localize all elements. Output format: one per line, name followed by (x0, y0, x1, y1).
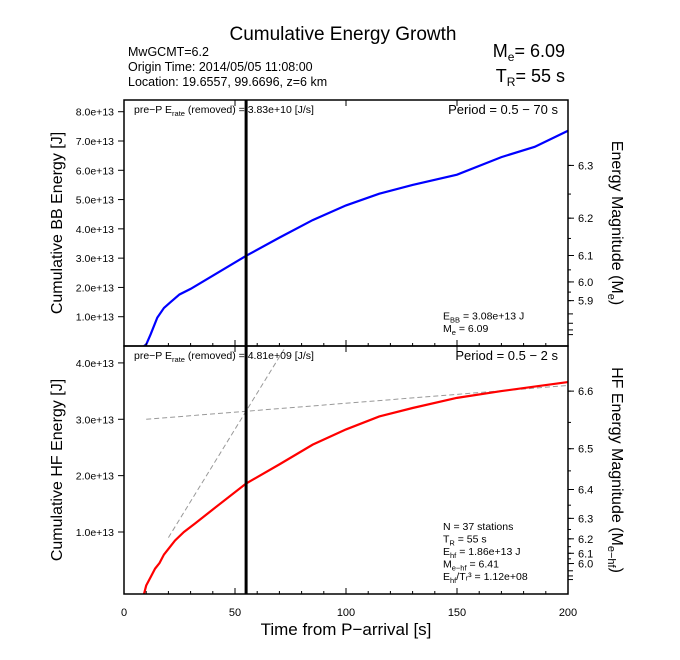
annotation-part: = 1.86e+13 J (456, 546, 520, 558)
y2-tick-label: 6.1 (578, 250, 593, 262)
y2-tick-label: 6.2 (578, 213, 593, 225)
y2-tick-label: 5.9 (578, 296, 593, 308)
y2-tick-label: 6.3 (578, 513, 593, 525)
annotation-part: R (449, 539, 455, 548)
y-tick-label: 1.0e+13 (76, 527, 114, 539)
annotation-part: = 3.08e+13 J (460, 311, 524, 323)
y2-label-part: HF Energy Magnitude (M (608, 367, 625, 546)
info-mw: MwGCMT=6.2 (128, 45, 209, 59)
info-location: Location: 19.6557, 99.6696, z=6 km (128, 75, 327, 89)
annotation-part: hf (450, 551, 457, 560)
y2-label-part: ) (608, 568, 625, 573)
annotation-part: M (443, 559, 452, 571)
x-tick-label: 0 (121, 607, 127, 619)
annotation-part: M (443, 323, 452, 335)
y-axis-label: Cumulative BB Energy [J] (49, 132, 66, 314)
bb-energy-panel: 1.0e+13 2.0e+13 3.0e+13 4.0e+13 5.0e+13 6.0e+… (49, 99, 625, 347)
y2-tick-label: 6.4 (578, 485, 593, 497)
annotation-line: Me = 6.09 (443, 323, 488, 337)
annotation-part: E (443, 571, 450, 583)
pre-p-rate-text: pre−P Erate (removed) = 4.81e+09 [J/s] (134, 350, 314, 364)
annotation-part: N = 37 stations (443, 521, 513, 533)
summary-me: Me= 6.09 (493, 41, 565, 64)
pre-p-part: (removed) = 3.83e+10 [J/s] (185, 104, 314, 116)
y-tick-label: 7.0e+13 (76, 136, 114, 148)
annotation-part: T (443, 534, 450, 546)
y2-label-part: e (605, 294, 617, 300)
annotation-part: = 6.41 (467, 559, 500, 571)
period-label: Period = 0.5 − 70 s (448, 102, 558, 117)
x-tick-label: 50 (229, 607, 241, 619)
info-origin-time: Origin Time: 2014/05/05 11:08:00 (128, 60, 313, 74)
y2-label-part: Energy Magnitude (M (608, 141, 625, 294)
annotation-line: Ehf/Tᵣ³ = 1.12e+08 (443, 571, 528, 585)
y2-tick-label: 6.1 (578, 548, 593, 560)
pre-p-part: rate (172, 109, 185, 118)
annotation-part: e−hf (452, 564, 468, 573)
y-tick-label: 8.0e+13 (76, 107, 114, 119)
x-tick-label: 100 (337, 607, 355, 619)
annotation-part: E (443, 546, 450, 558)
y-tick-label: 5.0e+13 (76, 195, 114, 207)
annotation-part: hf (450, 576, 457, 585)
pre-p-part: (removed) = 4.81e+09 [J/s] (185, 350, 314, 362)
y-tick-label: 4.0e+13 (76, 358, 114, 370)
annotation-line: EBB = 3.08e+13 J (443, 311, 524, 325)
annotation-line: TR = 55 s (443, 534, 487, 548)
y-tick-label: 6.0e+13 (76, 165, 114, 177)
chart-title: Cumulative Energy Growth (229, 24, 456, 45)
x-axis-label: Time from P−arrival [s] (261, 620, 432, 639)
y2-tick-label: 6.0 (578, 277, 593, 289)
y2-axis-label: HF Energy Magnitude (Me−hf) (605, 367, 625, 573)
y2-tick-label: 6.6 (578, 386, 593, 398)
x-tick-label: 150 (448, 607, 466, 619)
y-tick-label: 2.0e+13 (76, 282, 114, 294)
pre-p-part: rate (172, 355, 185, 364)
annotation-part: BB (450, 316, 460, 325)
y-axis-label: Cumulative HF Energy [J] (49, 379, 66, 561)
y2-tick-label: 6.3 (578, 160, 593, 172)
annotation-part: = 55 s (455, 534, 487, 546)
x-tick-label: 200 (559, 607, 577, 619)
y2-label-part: e−hf (605, 546, 617, 569)
y-tick-label: 3.0e+13 (76, 253, 114, 265)
dashed-fit-line (167, 346, 287, 538)
pre-p-part: pre−P E (134, 350, 172, 362)
pre-p-rate-text: pre−P Erate (removed) = 3.83e+10 [J/s] (134, 104, 314, 118)
energy-curve (142, 380, 568, 594)
y2-tick-label: 6.5 (578, 444, 593, 456)
y-tick-label: 4.0e+13 (76, 224, 114, 236)
annotation-part: E (443, 311, 450, 323)
hf-energy-panel: 1.0e+13 2.0e+13 3.0e+13 4.0e+13 6.06.1 6.2 6.3… (49, 345, 625, 619)
annotation-line: N = 37 stations (443, 521, 513, 533)
annotation-part: e (452, 328, 456, 337)
summary-tr: TR= 55 s (496, 66, 565, 89)
pre-p-part: pre−P E (134, 104, 172, 116)
plot-frame (123, 99, 569, 347)
y-tick-label: 2.0e+13 (76, 471, 114, 483)
y-tick-label: 1.0e+13 (76, 312, 114, 324)
annotation-part: = 6.09 (456, 323, 489, 335)
annotation-line: Ehf = 1.86e+13 J (443, 546, 521, 560)
y-tick-label: 3.0e+13 (76, 414, 114, 426)
y2-tick-label: 6.2 (578, 534, 593, 546)
annotation-line: Me−hf = 6.41 (443, 559, 499, 573)
y2-tick-label: 6.0 (578, 559, 593, 571)
y2-label-part: ) (608, 300, 625, 305)
annotation-part: /Tᵣ³ = 1.12e+08 (456, 571, 528, 583)
y2-axis-label: Energy Magnitude (Me) (605, 141, 625, 305)
period-label: Period = 0.5 − 2 s (455, 348, 558, 363)
